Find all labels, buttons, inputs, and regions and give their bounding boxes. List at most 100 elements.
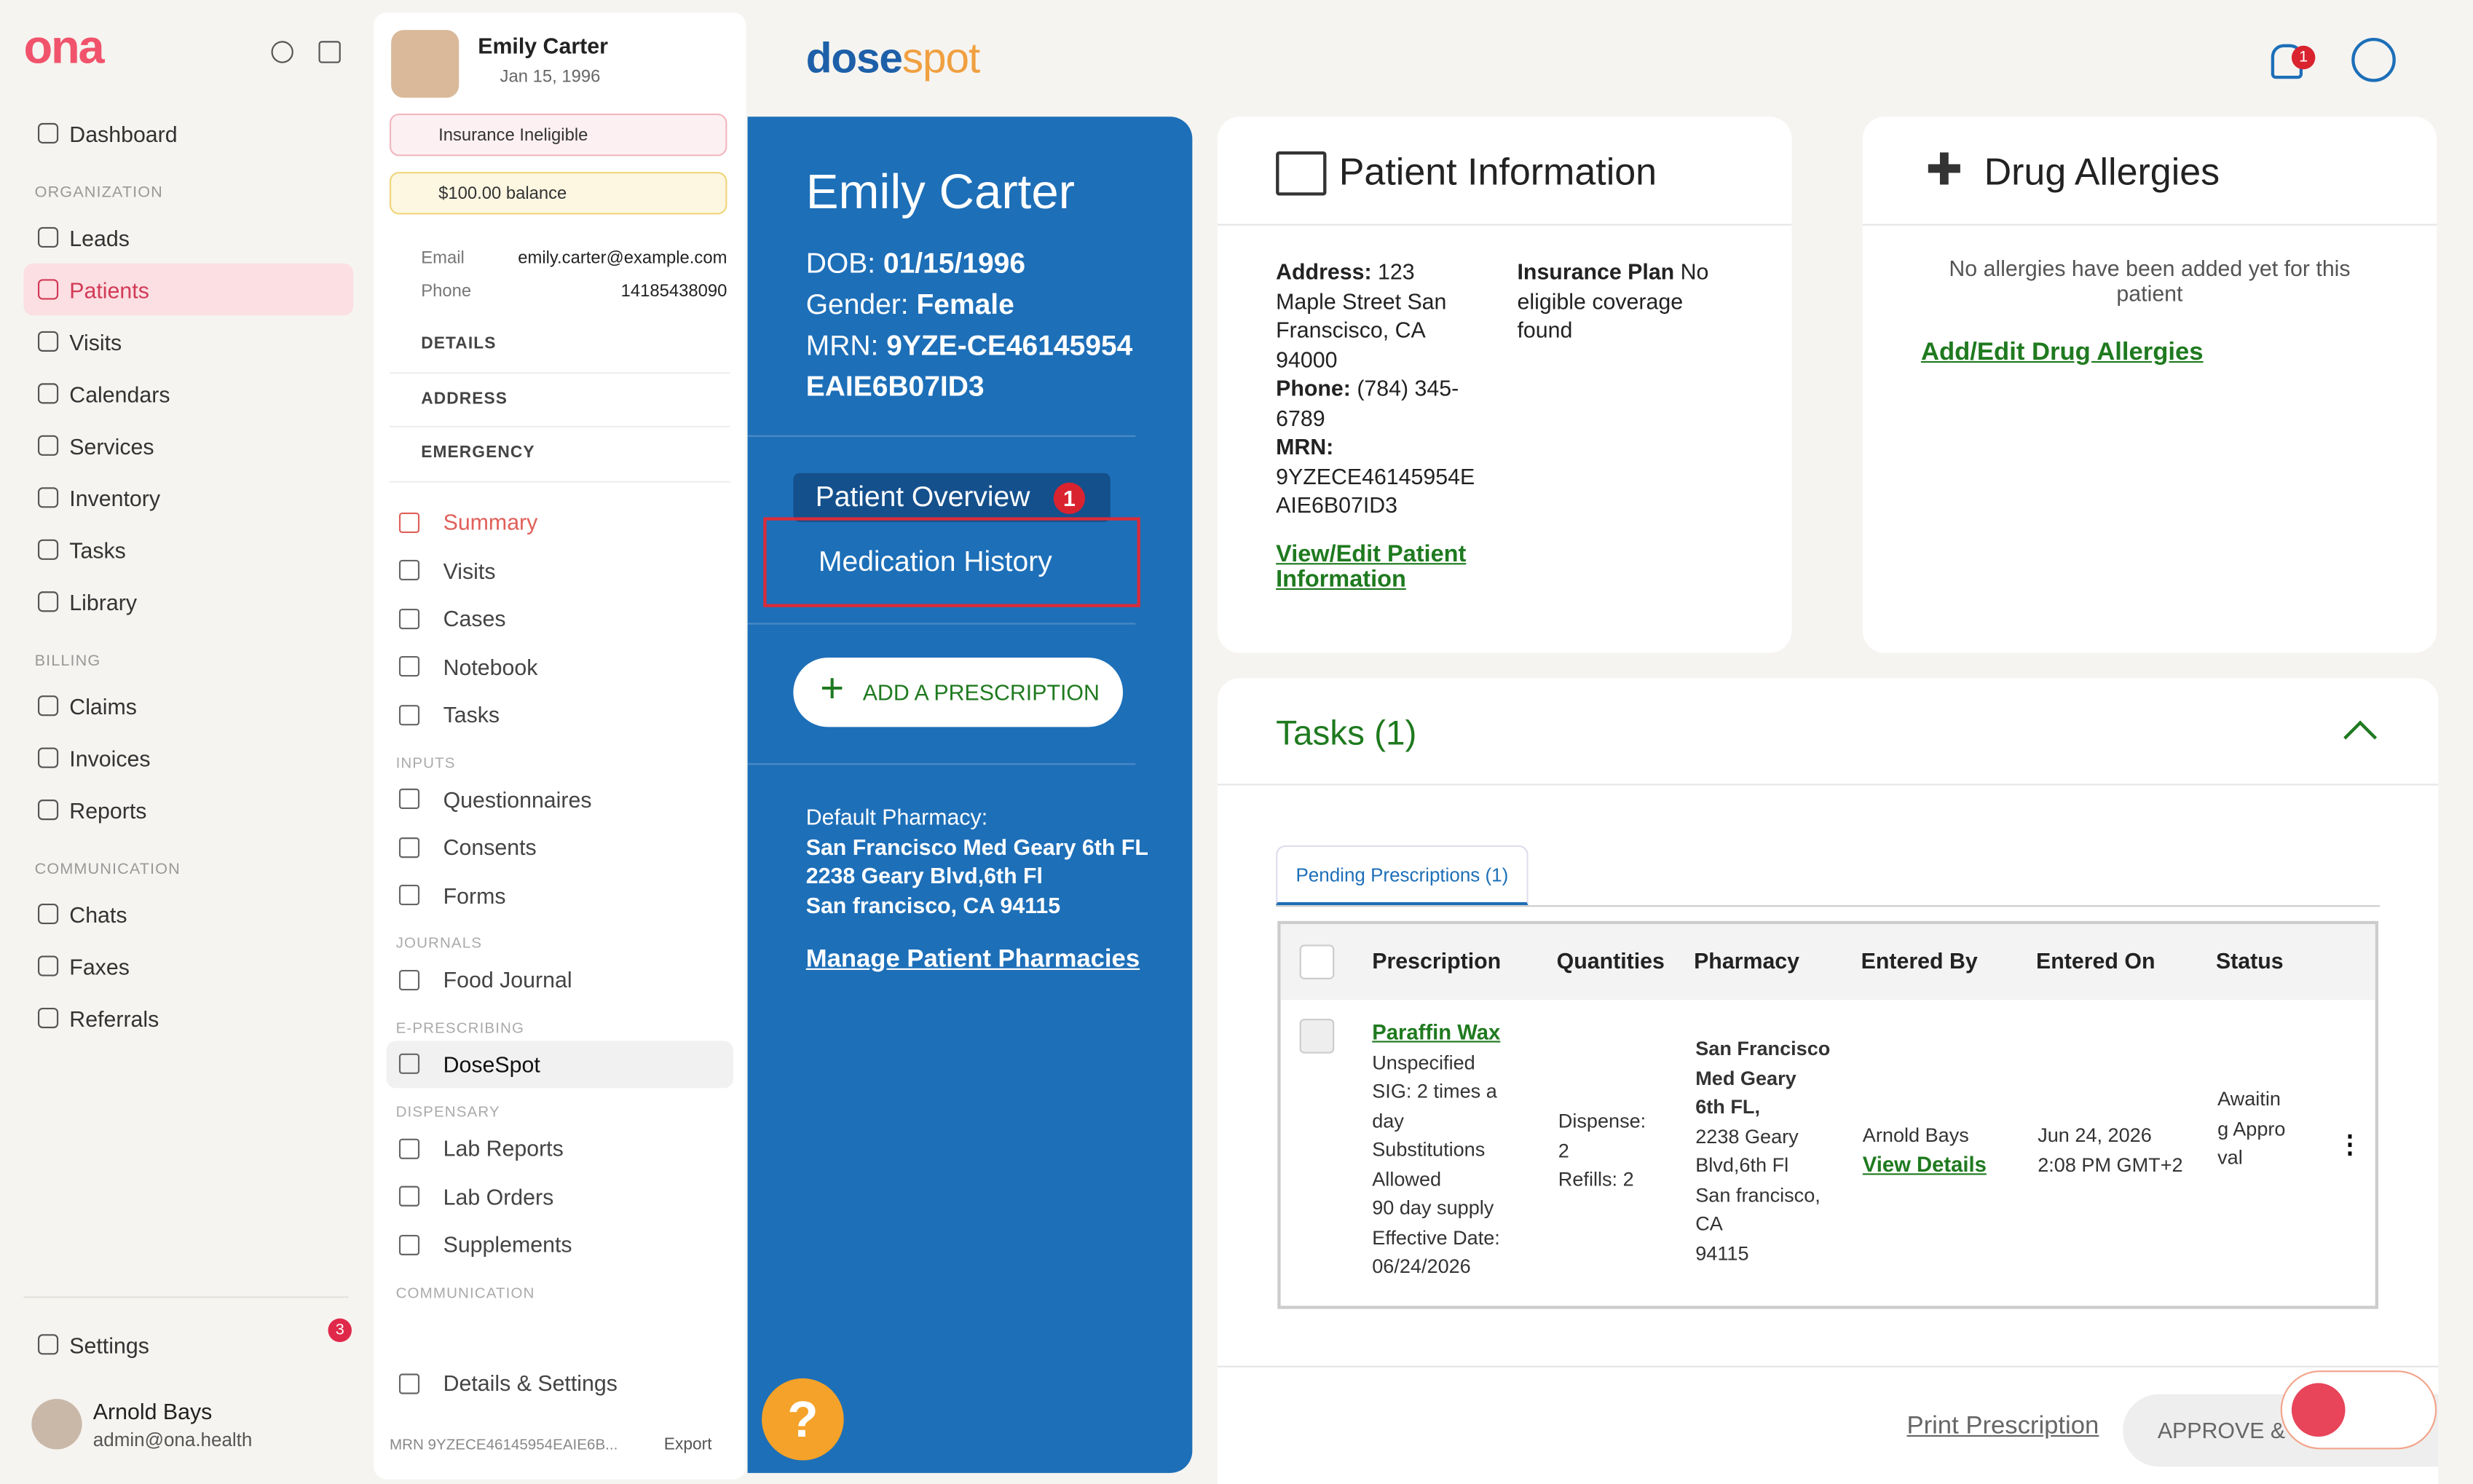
nav-item[interactable]: Supplements — [387, 1220, 733, 1268]
value: (784) 345-6789 — [1276, 375, 1459, 430]
nav-item[interactable]: Calendars — [23, 368, 353, 419]
entered-on: Jun 24, 2026 — [2038, 1124, 2152, 1147]
nav-item[interactable]: Inventory — [23, 472, 353, 524]
prescription-link[interactable]: Paraffin Wax — [1372, 1020, 1501, 1044]
nav-item[interactable]: Referrals — [23, 992, 353, 1043]
allergy-link[interactable]: Add/Edit Drug Allergies — [1920, 339, 2204, 366]
contact-row: Email emily.carter@example.com — [393, 249, 727, 282]
info-left: Address: 123 Maple Street San Franscisco… — [1276, 257, 1478, 520]
section-heading: JOURNALS — [395, 935, 483, 953]
view-details[interactable]: View Details — [1862, 1152, 1987, 1176]
info-right: Insurance Plan No eligible coverage foun… — [1517, 257, 1714, 344]
user-name: Arnold Bays — [92, 1399, 213, 1424]
value: 01/15/1996 — [883, 248, 1026, 280]
search-icon[interactable] — [271, 41, 293, 63]
nav-item[interactable]: Forms — [387, 872, 733, 920]
pharmacy-line: San Francisco Med Geary 6th FL, — [1695, 1038, 1831, 1118]
print-link[interactable]: Print Prescription — [1906, 1413, 2099, 1440]
nav: Dashboard ORGANIZATION Leads Patients Visits… — [0, 107, 366, 1043]
nav-item[interactable]: Summary — [387, 498, 733, 546]
pharmacy-lines: San Francisco Med Geary 6th FL 2238 Geary… — [806, 832, 1169, 919]
nav-item[interactable]: Cases — [387, 595, 733, 643]
nav-item[interactable]: Faxes — [23, 940, 353, 992]
patient-dob: Jan 15, 1996 — [500, 68, 601, 87]
section-heading: ORGANIZATION — [34, 184, 163, 202]
table-header: Prescription Quantities Pharmacy Entered By… — [1280, 924, 2375, 1000]
patient-info-card: Patient Information Address: 123 Maple S… — [1217, 117, 1792, 653]
tab[interactable]: Pending Prescriptions (1) — [1276, 845, 1529, 906]
divider — [23, 1296, 349, 1298]
accordion[interactable]: ADDRESS — [389, 373, 730, 427]
contact-value: emily.carter@example.com — [518, 249, 727, 269]
nav-item[interactable]: Consents — [387, 824, 733, 872]
column-header: Entered On — [2036, 947, 2156, 974]
section-heading: COMMUNICATION — [34, 861, 181, 879]
avatar — [31, 1399, 82, 1450]
tasks-card: Tasks (1) Pending Prescriptions (1) Pres… — [1217, 678, 2439, 1484]
label: MRN: — [805, 329, 879, 361]
nav-item[interactable]: Visits — [23, 315, 353, 367]
details-settings[interactable]: Details & Settings — [387, 1359, 790, 1408]
label: Default Pharmacy: — [805, 804, 988, 830]
nav-item[interactable]: Tasks — [387, 691, 733, 739]
nav-item[interactable]: Visits — [387, 546, 733, 594]
pharmacy-line: San francisco, CA 94115 — [805, 891, 1061, 917]
nav-item[interactable]: Chats — [23, 888, 353, 939]
row-menu[interactable]: ⋮ — [2337, 1132, 2363, 1159]
contact-label: Phone — [421, 282, 472, 301]
nav-item[interactable]: Tasks — [23, 524, 353, 575]
nav-item[interactable]: Reports — [23, 784, 353, 835]
accordion[interactable]: EMERGENCY — [389, 427, 730, 482]
nav-item[interactable]: Lab Orders — [387, 1172, 733, 1220]
section-heading: BILLING — [34, 652, 101, 671]
nav-item[interactable]: Food Journal — [387, 955, 733, 1003]
contact-row: Phone 14185438090 — [393, 283, 727, 315]
tab[interactable]: Medication History — [763, 517, 1140, 607]
divider — [1217, 1365, 2439, 1367]
entered-on: 2:08 PM GMT+2 — [2038, 1153, 2183, 1176]
nav-item[interactable]: Dashboard — [23, 107, 353, 159]
nav-item[interactable]: Lab Reports — [387, 1124, 733, 1172]
nav-item[interactable]: Services — [23, 419, 353, 471]
nav-item[interactable]: Claims — [23, 679, 353, 731]
nav-item[interactable]: Leads — [23, 211, 353, 263]
value: 9YZECE46145954EAIE6B07ID3 — [1276, 462, 1475, 518]
nav-item[interactable]: Invoices — [23, 732, 353, 784]
detail: SIG: 2 times a day — [1372, 1080, 1497, 1132]
prescriptions-table: Prescription Quantities Pharmacy Entered By… — [1277, 920, 2379, 1309]
nav-item[interactable]: Questionnaires — [387, 775, 733, 823]
label: DOB: — [805, 248, 876, 280]
help-button[interactable]: ? — [762, 1378, 844, 1461]
insurance-pill[interactable]: Insurance Ineligible — [389, 113, 727, 157]
manage-link[interactable]: Manage Patient Pharmacies — [805, 946, 1140, 974]
detail: Unspecified — [1372, 1051, 1475, 1073]
plus-icon: + — [820, 663, 845, 711]
label: MRN: — [1276, 433, 1334, 459]
card-icon: ✚ — [1925, 145, 1963, 194]
patient-photo — [391, 30, 460, 98]
balance-pill[interactable]: $100.00 balance — [389, 172, 727, 215]
label: Address: — [1276, 258, 1372, 284]
pharmacy-line: 2238 Geary Blvd,6th Fl — [1695, 1125, 1799, 1177]
column-header: Entered By — [1861, 947, 1978, 974]
contact-label: Email — [421, 249, 465, 269]
nav-item[interactable]: Patients — [23, 263, 354, 316]
card-title: Patient Information — [1338, 151, 1657, 194]
pharmacy: Default Pharmacy: San Francisco Med Geary… — [806, 802, 1169, 919]
add-prescription[interactable]: ADD A PRESCRIPTION — [793, 658, 1124, 727]
nav-item[interactable]: Notebook — [387, 643, 733, 691]
edit-link[interactable]: View/Edit Patient Information — [1276, 540, 1467, 593]
accordion[interactable]: DETAILS — [389, 318, 730, 374]
export[interactable]: Export — [663, 1434, 712, 1454]
patient-banner: Emily Carter DOB: 01/15/1996 Gender: Fem… — [747, 117, 1193, 1473]
collapse-icon[interactable] — [318, 41, 341, 63]
divider — [747, 623, 1136, 625]
settings[interactable]: Settings — [23, 1319, 353, 1370]
account-icon[interactable] — [2351, 37, 2396, 82]
nav-item[interactable]: DoseSpot — [386, 1040, 734, 1089]
nav-item[interactable]: Library — [23, 576, 353, 628]
collapse[interactable] — [2343, 720, 2378, 754]
section-heading: E-PRESCRIBING — [395, 1019, 525, 1038]
